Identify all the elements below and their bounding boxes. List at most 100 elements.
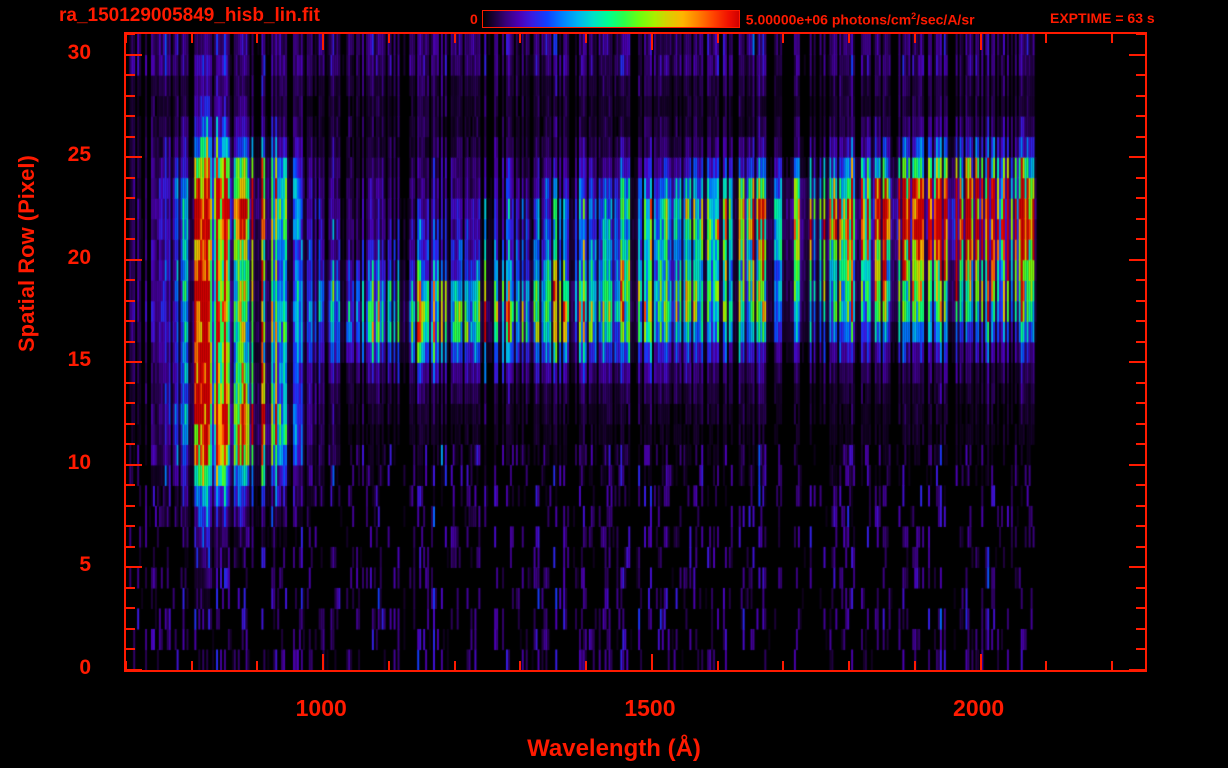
x-tick-top-2000	[979, 34, 982, 50]
x-tick-1400	[585, 661, 588, 670]
y-tick-31	[126, 34, 135, 35]
x-axis-title: Wavelength (Å)	[527, 735, 701, 762]
y-tick-15	[126, 361, 142, 364]
plot-frame	[124, 32, 1147, 672]
y-tick-right-21	[1136, 238, 1145, 241]
y-tick-12	[126, 422, 135, 425]
y-tick-23	[126, 197, 135, 200]
y-tick-right-13	[1136, 402, 1145, 405]
y-tick-label-0: 0	[79, 656, 91, 679]
y-tick-16	[126, 340, 135, 343]
x-tick-top-1600	[716, 34, 719, 43]
y-tick-label-25: 25	[67, 143, 91, 167]
y-tick-1	[126, 648, 135, 651]
y-tick-24	[126, 176, 135, 179]
y-axis-title: Spatial Row (Pixel)	[14, 155, 39, 352]
y-tick-9	[126, 484, 135, 487]
y-tick-right-25	[1129, 156, 1145, 159]
x-tick-top-1000	[322, 34, 325, 50]
y-tick-right-28	[1136, 94, 1145, 97]
y-tick-18	[126, 299, 135, 302]
y-tick-right-2	[1136, 627, 1145, 630]
y-tick-right-3	[1136, 607, 1145, 610]
y-tick-right-30	[1129, 53, 1145, 56]
y-tick-right-16	[1136, 340, 1145, 343]
y-tick-right-26	[1136, 135, 1145, 138]
x-tick-top-1300	[519, 34, 522, 43]
colorbar-max-value: 5.00000e+06 photons/cm	[745, 11, 912, 28]
y-tick-right-14	[1136, 381, 1145, 384]
y-tick-28	[126, 94, 135, 97]
y-tick-right-1	[1136, 648, 1145, 651]
y-tick-right-4	[1136, 586, 1145, 589]
x-tick-top-800	[190, 34, 193, 43]
spectrogram-heatmap	[126, 34, 1145, 670]
exptime-label: EXPTIME = 63 s	[1050, 10, 1155, 26]
y-tick-label-15: 15	[67, 348, 91, 372]
x-tick-2100	[1045, 661, 1048, 670]
x-tick-top-1700	[782, 34, 785, 43]
y-tick-25	[126, 156, 142, 159]
y-tick-11	[126, 443, 135, 446]
y-tick-30	[126, 53, 142, 56]
colorbar-min-label: 0	[470, 11, 478, 27]
colorbar-gradient	[481, 10, 740, 28]
x-tick-top-1400	[585, 34, 588, 43]
y-tick-right-23	[1136, 197, 1145, 200]
x-tick-1900	[913, 661, 916, 670]
x-tick-top-2100	[1045, 34, 1048, 43]
x-tick-1000	[322, 654, 325, 670]
x-tick-top-1100	[387, 34, 390, 43]
y-tick-26	[126, 135, 135, 138]
y-tick-right-19	[1136, 279, 1145, 282]
x-tick-1600	[716, 661, 719, 670]
x-tick-2000	[979, 654, 982, 670]
file-title: ra_150129005849_hisb_lin.fit	[59, 5, 320, 26]
y-tick-27	[126, 115, 135, 118]
x-tick-label-2000: 2000	[953, 695, 1005, 721]
colorbar-units-superscript: 2	[911, 10, 917, 21]
x-tick-top-1900	[913, 34, 916, 43]
y-tick-19	[126, 279, 135, 282]
y-tick-10	[126, 463, 142, 466]
y-tick-0	[126, 669, 142, 670]
x-tick-2200	[1111, 661, 1114, 670]
y-tick-label-5: 5	[79, 553, 91, 577]
y-tick-right-6	[1136, 545, 1145, 548]
x-tick-1700	[782, 661, 785, 670]
y-tick-right-12	[1136, 422, 1145, 425]
colorbar-units-suffix: /sec/A/sr	[916, 11, 975, 28]
x-tick-label-1000: 1000	[295, 695, 347, 721]
y-tick-right-24	[1136, 176, 1145, 179]
x-tick-1500	[650, 654, 653, 670]
y-tick-right-5	[1129, 566, 1145, 569]
x-tick-top-700	[126, 34, 127, 43]
x-tick-top-1500	[650, 34, 653, 50]
y-tick-14	[126, 381, 135, 384]
y-tick-right-18	[1136, 299, 1145, 302]
colorbar-group: 0 5.00000e+06 photons/cm2/sec/A/sr	[470, 8, 975, 30]
x-tick-1300	[519, 661, 522, 670]
y-tick-right-31	[1136, 34, 1145, 35]
y-tick-label-20: 20	[67, 245, 91, 269]
x-tick-1200	[453, 661, 456, 670]
y-tick-5	[126, 566, 142, 569]
y-tick-7	[126, 525, 135, 528]
y-tick-22	[126, 217, 135, 220]
y-tick-label-10: 10	[67, 450, 91, 474]
y-tick-right-27	[1136, 115, 1145, 118]
y-tick-8	[126, 504, 135, 507]
y-tick-right-10	[1129, 463, 1145, 466]
y-tick-right-29	[1136, 74, 1145, 77]
x-tick-top-1800	[848, 34, 851, 43]
y-tick-21	[126, 238, 135, 241]
y-tick-17	[126, 320, 135, 323]
x-tick-700	[126, 661, 127, 670]
x-tick-top-1200	[453, 34, 456, 43]
y-tick-29	[126, 74, 135, 77]
y-tick-label-30: 30	[67, 40, 91, 64]
y-tick-right-20	[1129, 258, 1145, 261]
x-tick-top-900	[256, 34, 259, 43]
x-tick-top-2200	[1111, 34, 1114, 43]
